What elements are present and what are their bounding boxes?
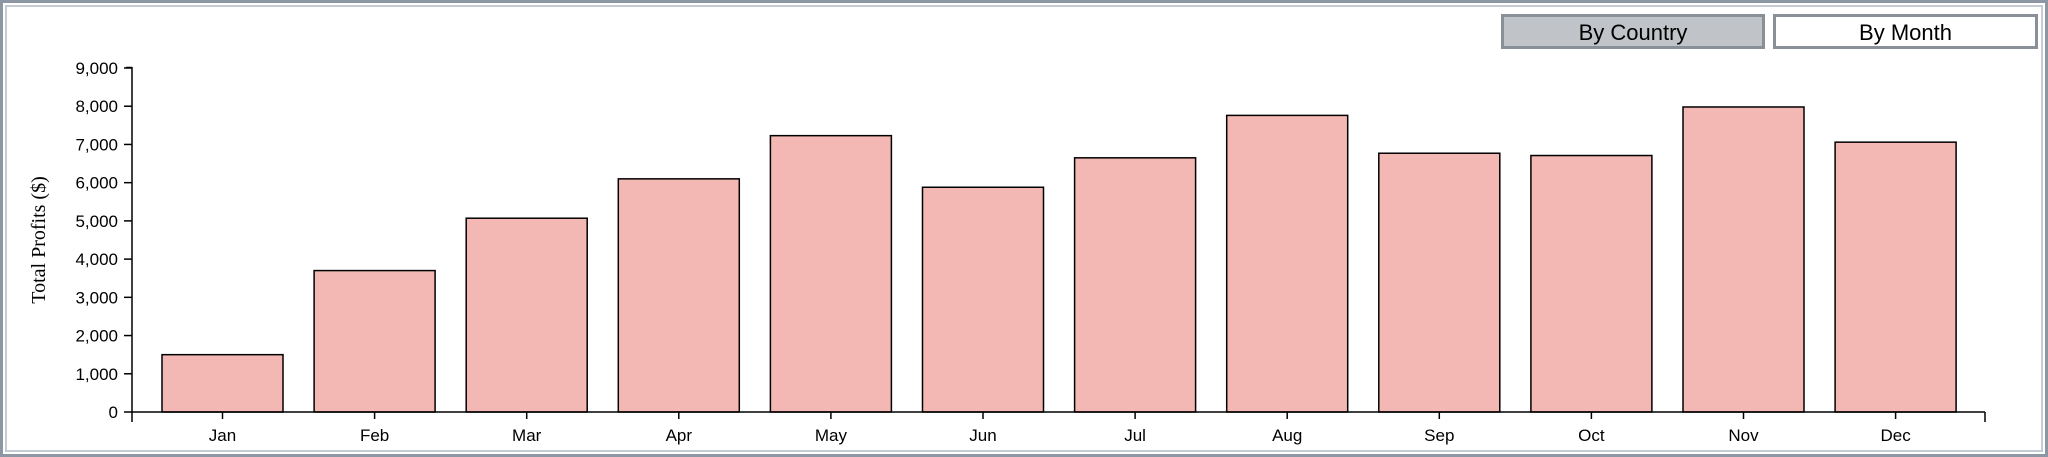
bar-aug — [1225, 114, 1349, 413]
bar-sep — [1378, 152, 1501, 413]
y-tick-label: 2,000 — [75, 327, 118, 346]
x-tick-label: Mar — [512, 426, 542, 445]
x-axis: Jan Feb Mar Apr May Jun Jul Aug Sep Oct Nov Dec — [131, 411, 1986, 445]
y-tick-label: 3,000 — [75, 288, 118, 307]
x-tick-label: Feb — [360, 426, 389, 445]
x-tick-label: Sep — [1424, 426, 1454, 445]
bar-mar — [465, 217, 588, 413]
x-tick-label: Jan — [209, 426, 236, 445]
bar-nov — [1682, 106, 1805, 413]
by-country-button[interactable]: By Country — [1501, 14, 1765, 49]
y-axis: 0 1,000 2,000 3,000 4,000 5,000 6,000 7,000 8,00… — [75, 59, 133, 422]
y-tick-label: 9,000 — [75, 59, 118, 78]
y-tick-label: 6,000 — [75, 174, 118, 193]
y-tick-label: 1,000 — [75, 365, 118, 384]
x-tick-label: Jun — [969, 426, 996, 445]
y-tick-label: 0 — [109, 403, 118, 422]
x-tick-label: Dec — [1880, 426, 1911, 445]
bar-feb — [313, 269, 436, 413]
x-tick-label: Jul — [1124, 426, 1146, 445]
x-tick-label: Nov — [1728, 426, 1759, 445]
y-tick-label: 7,000 — [75, 135, 118, 154]
bars-group — [161, 106, 1957, 413]
y-tick-label: 4,000 — [75, 250, 118, 269]
x-tick-label: Aug — [1272, 426, 1302, 445]
y-tick-label: 5,000 — [75, 212, 118, 231]
bar-jul — [1073, 157, 1197, 413]
x-tick-label: Oct — [1578, 426, 1605, 445]
bar-may — [769, 134, 893, 413]
bar-jan — [161, 353, 284, 413]
bar-jun — [921, 186, 1045, 413]
by-month-button[interactable]: By Month — [1773, 14, 2038, 49]
bar-dec — [1834, 141, 1957, 413]
x-tick-label: Apr — [666, 426, 693, 445]
bar-apr — [617, 178, 741, 413]
bar-oct — [1530, 154, 1653, 413]
y-axis-label: Total Profits ($) — [28, 176, 50, 303]
x-tick-label: May — [815, 426, 848, 445]
y-tick-label: 8,000 — [75, 97, 118, 116]
